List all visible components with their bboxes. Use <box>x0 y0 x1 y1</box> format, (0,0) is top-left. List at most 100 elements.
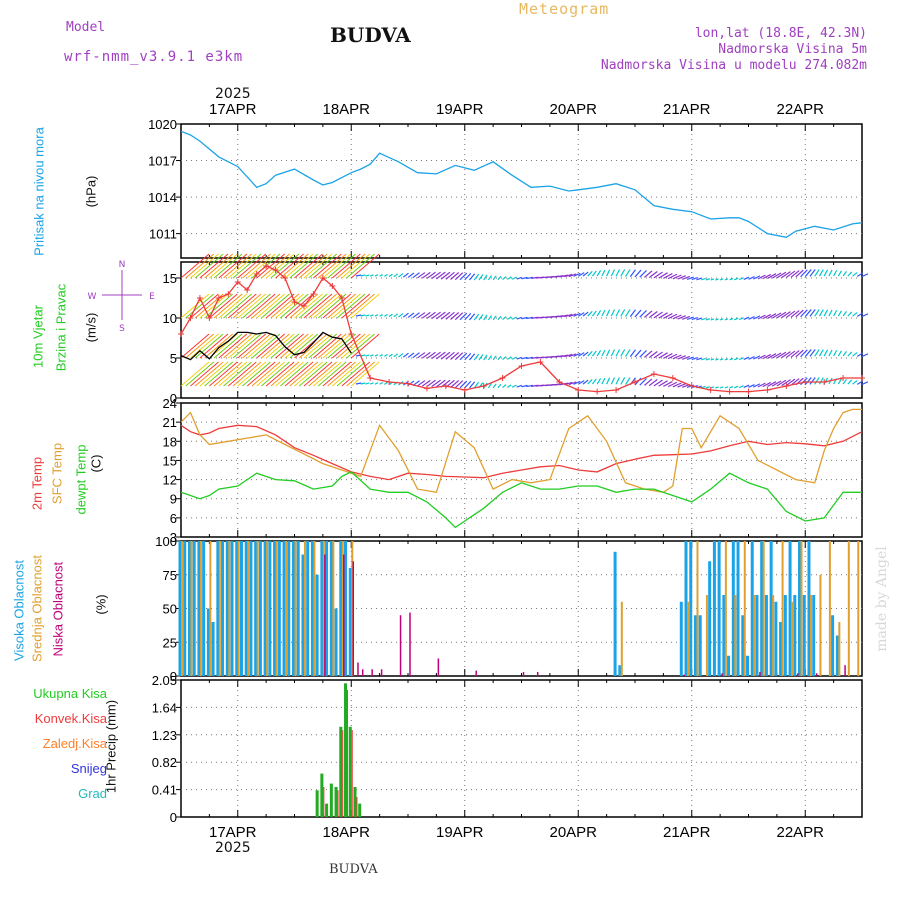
wind-barb <box>355 382 362 385</box>
cloud-ylabel-1: Visoka Oblacnost <box>11 560 27 661</box>
wind-barb <box>369 314 374 317</box>
wind-barb <box>814 269 820 277</box>
wind-barb <box>199 293 229 319</box>
wind-barb <box>407 312 415 318</box>
legend-hail: Grad <box>78 786 107 801</box>
wind-barb <box>738 385 744 389</box>
wind-barb <box>180 253 210 279</box>
wind-barb <box>710 278 715 281</box>
pressure-frame <box>180 123 863 259</box>
precip-ytick-label: 0 <box>170 810 177 825</box>
cloud-ylabel-2: Srednja Oblacnost <box>29 555 45 662</box>
wind-barb <box>365 314 370 317</box>
wind-barb <box>795 269 804 278</box>
wind-barb <box>431 351 441 360</box>
wind-barb <box>587 311 593 317</box>
wind-barb <box>729 317 734 321</box>
gust-marker <box>215 295 222 301</box>
wind-barb <box>629 309 636 318</box>
temperature-ytick-label: 9 <box>170 492 177 507</box>
gust-marker <box>802 379 809 385</box>
clouds-bar-visoka-oblacnost <box>202 541 206 676</box>
wind-barb <box>469 313 476 321</box>
wind-barb <box>204 333 233 359</box>
wind-barb <box>833 270 838 277</box>
clouds-bar-visoka-oblacnost <box>325 541 329 676</box>
temperature-series-2m-temp <box>180 424 863 481</box>
clouds-bar-visoka-oblacnost <box>764 595 768 676</box>
wind-barb <box>568 273 577 278</box>
wind-barb <box>417 352 426 359</box>
precip-ytick-label: 0.41 <box>152 783 177 798</box>
wind-barb <box>861 313 869 318</box>
gust-marker <box>348 331 355 337</box>
wind-barb <box>639 270 647 278</box>
wind-barb <box>313 361 342 387</box>
wind-barb <box>440 311 451 320</box>
wind-barb <box>478 314 484 321</box>
wind-barb <box>620 377 626 385</box>
wind-barb <box>303 361 333 387</box>
clouds-bar-visoka-oblacnost <box>315 574 319 676</box>
footer-station: BUDVA <box>329 862 378 877</box>
wind-barb <box>398 353 404 358</box>
wind-barb <box>748 275 755 280</box>
wind-barb <box>227 293 257 319</box>
wind-barb <box>752 315 761 320</box>
wind-barb <box>284 361 314 387</box>
wind-barb <box>402 312 409 318</box>
watermark: made by Angel <box>874 546 890 652</box>
wind-barb <box>682 355 691 360</box>
wind-barb <box>308 253 337 279</box>
gust-marker <box>537 359 544 365</box>
wind-barb <box>795 309 804 318</box>
wind-barb <box>280 361 309 387</box>
wind-barb <box>388 353 393 358</box>
wind-barb <box>573 352 581 357</box>
wind-barb <box>568 353 577 358</box>
wind-compass: N W E S <box>88 260 156 334</box>
clouds-bar-visoka-oblacnost <box>258 541 262 676</box>
clouds-bar-srednja-oblacnost <box>332 541 335 676</box>
wind-barb <box>686 276 694 281</box>
wind-barb <box>620 349 626 357</box>
wind-barb <box>431 311 441 320</box>
gust-marker <box>178 331 184 337</box>
clouds-bar-srednja-oblacnost <box>781 541 784 676</box>
wind-barb <box>748 315 755 320</box>
wind-barb <box>521 384 528 388</box>
cloud-ylabel-3: Niska Oblacnost <box>50 561 66 657</box>
wind-barb <box>209 361 238 387</box>
clouds-bar-visoka-oblacnost <box>746 655 749 676</box>
clouds-bar-visoka-oblacnost <box>206 608 210 676</box>
pressure-panel: 1011 1014 1017 1020 <box>148 117 863 259</box>
wind-barb <box>771 272 782 279</box>
clouds-bar-srednja-oblacnost <box>351 541 354 676</box>
wind-barb <box>667 353 678 360</box>
clouds-bar-visoka-oblacnost <box>263 541 267 676</box>
clouds-bar-visoka-oblacnost <box>741 615 745 676</box>
wind-barb <box>421 351 431 359</box>
wind-barb <box>601 349 606 357</box>
wind-barb <box>748 355 755 360</box>
wind-barb <box>464 380 472 389</box>
wind-barb <box>426 311 436 319</box>
wind-barb <box>596 310 602 317</box>
clouds-bar-srednja-oblacnost <box>772 595 775 676</box>
wind-ylabel-3: (m/s) <box>83 312 99 343</box>
clouds-bar-visoka-oblacnost <box>282 541 286 676</box>
clouds-bar-niska-oblacnost <box>352 561 354 676</box>
gust-marker <box>783 383 790 389</box>
wind-barb <box>327 253 356 279</box>
wind-barb <box>809 309 816 317</box>
wind-ytick-label: 15 <box>163 271 177 286</box>
wind-barb <box>686 356 694 361</box>
wind-barb <box>672 274 682 280</box>
wind-frame <box>180 261 863 399</box>
legend-total-rain: Ukupna Kisa <box>33 686 107 701</box>
clouds-bar-srednja-oblacnost <box>303 541 306 676</box>
wind-barb <box>355 274 362 277</box>
gust-marker <box>253 271 260 277</box>
precip-frame <box>180 679 863 818</box>
clouds-bar-visoka-oblacnost <box>192 541 196 676</box>
